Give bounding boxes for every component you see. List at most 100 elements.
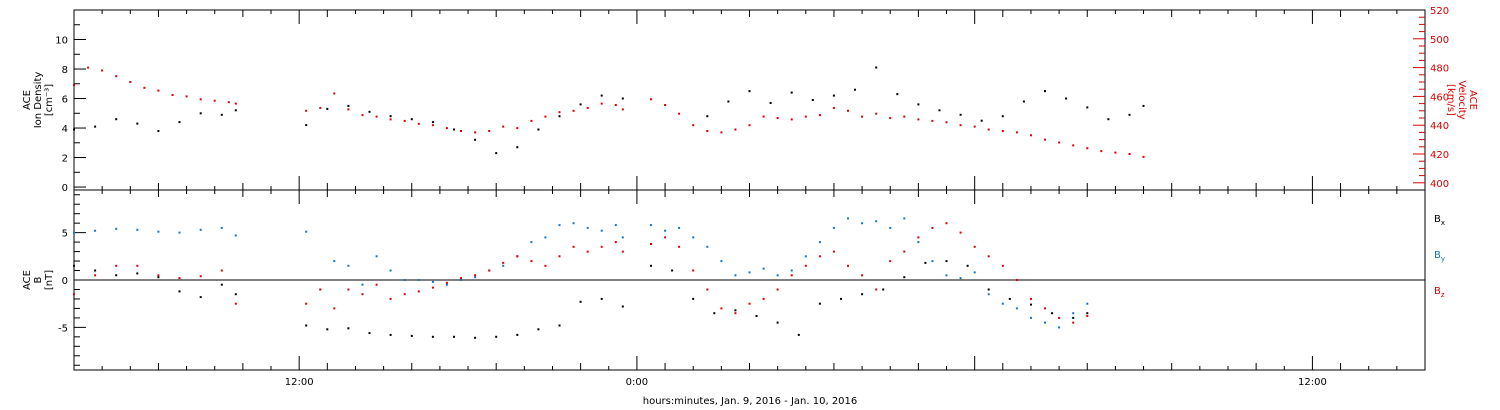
data-point-bz xyxy=(790,274,793,277)
data-point-by xyxy=(987,293,990,296)
data-point-ion-density xyxy=(516,146,519,149)
data-point-bx xyxy=(1030,303,1032,306)
data-point-by xyxy=(474,276,477,279)
data-point-velocity xyxy=(1044,138,1046,141)
data-point-velocity xyxy=(861,115,864,118)
data-point-velocity xyxy=(720,131,723,134)
data-point-velocity xyxy=(157,89,160,92)
data-point-by xyxy=(889,226,892,229)
data-point-bx xyxy=(924,261,927,264)
data-point-bx xyxy=(713,312,716,315)
data-point-bx xyxy=(861,293,864,296)
top-panel-frame xyxy=(73,9,1426,191)
data-point-ion-density xyxy=(537,128,540,131)
data-point-bz xyxy=(305,302,308,305)
data-point-ion-density xyxy=(305,124,308,127)
data-point-by xyxy=(1044,321,1046,324)
data-point-ion-density xyxy=(896,93,899,96)
data-point-ion-density xyxy=(959,113,962,116)
data-point-ion-density xyxy=(431,121,434,124)
data-point-velocity xyxy=(973,125,976,128)
data-point-by xyxy=(403,279,406,281)
data-point-velocity xyxy=(417,122,420,125)
data-point-velocity xyxy=(1114,151,1117,154)
data-point-by xyxy=(790,269,793,272)
data-point-bz xyxy=(319,288,322,291)
data-point-velocity xyxy=(375,115,378,118)
data-point-bz xyxy=(361,293,364,296)
data-point-velocity xyxy=(678,112,681,115)
data-point-bz xyxy=(1086,315,1089,317)
data-point-ion-density xyxy=(410,118,413,121)
data-point-bx xyxy=(1072,316,1075,319)
data-point-bz xyxy=(903,250,906,253)
data-point-velocity xyxy=(488,130,491,132)
data-point-bz xyxy=(804,264,807,267)
data-point-bx xyxy=(157,276,160,279)
data-point-bx xyxy=(1051,312,1054,315)
data-point-by xyxy=(157,230,160,233)
data-point-bx xyxy=(94,269,97,272)
data-point-ion-density xyxy=(1128,113,1131,116)
data-point-bx xyxy=(882,288,885,291)
data-point-bz xyxy=(488,269,491,272)
data-point-bx xyxy=(368,332,371,335)
data-point-by xyxy=(762,267,765,270)
data-point-bz xyxy=(403,293,406,296)
top-right-ylabel-line-3: [km/s] xyxy=(1445,84,1456,116)
data-point-ion-density xyxy=(1142,104,1145,107)
data-point-bz xyxy=(544,264,547,267)
data-point-velocity xyxy=(847,109,849,112)
data-point-by xyxy=(305,230,308,233)
legend-entry-by: By xyxy=(1434,250,1445,263)
data-point-by xyxy=(804,255,807,258)
data-point-bx xyxy=(453,335,455,338)
data-point-velocity xyxy=(776,117,779,119)
data-point-bx xyxy=(326,328,329,331)
data-point-by xyxy=(650,224,652,227)
y-tick-label-left: 0 xyxy=(62,183,68,194)
data-point-by xyxy=(847,217,849,220)
data-point-ion-density xyxy=(1044,90,1046,93)
data-point-velocity xyxy=(889,117,892,119)
data-point-bz xyxy=(1044,307,1046,310)
data-point-by xyxy=(1058,326,1061,329)
data-point-bz xyxy=(776,288,779,291)
data-point-by xyxy=(199,228,202,231)
data-point-ion-density xyxy=(769,102,772,104)
data-point-by xyxy=(875,220,878,223)
data-point-bz xyxy=(1058,316,1061,319)
data-point-bz xyxy=(178,277,181,280)
data-point-bz xyxy=(333,307,336,310)
data-point-bx xyxy=(1086,312,1089,315)
data-point-ion-density xyxy=(1065,97,1068,100)
data-point-bz xyxy=(417,290,420,293)
data-point-bz xyxy=(931,226,934,229)
y-tick-label-right: 460 xyxy=(1430,92,1449,103)
data-point-ion-density xyxy=(94,125,97,128)
data-point-bz xyxy=(502,261,505,264)
data-point-bz xyxy=(389,297,392,300)
data-point-bz xyxy=(1015,279,1018,281)
data-point-by xyxy=(417,279,420,281)
data-point-velocity xyxy=(917,118,920,121)
data-point-by xyxy=(959,277,962,280)
data-point-by xyxy=(678,226,681,229)
y-tick-label-left: 6 xyxy=(62,95,68,106)
data-point-bx xyxy=(558,324,561,327)
data-point-velocity xyxy=(143,86,146,89)
data-point-by xyxy=(572,222,575,225)
data-point-ion-density xyxy=(938,109,941,112)
data-point-by xyxy=(861,222,864,225)
data-point-velocity xyxy=(502,125,505,128)
data-point-velocity xyxy=(790,118,793,121)
data-point-bz xyxy=(558,255,561,258)
x-tick-label: 0:00 xyxy=(626,377,648,388)
data-point-by xyxy=(333,260,336,263)
top-right-ylabel: ACE Velocity [km/s] xyxy=(1445,80,1478,119)
data-point-by xyxy=(621,236,624,239)
data-point-bz xyxy=(431,286,434,289)
data-point-velocity xyxy=(185,95,188,98)
data-point-velocity xyxy=(621,108,624,111)
